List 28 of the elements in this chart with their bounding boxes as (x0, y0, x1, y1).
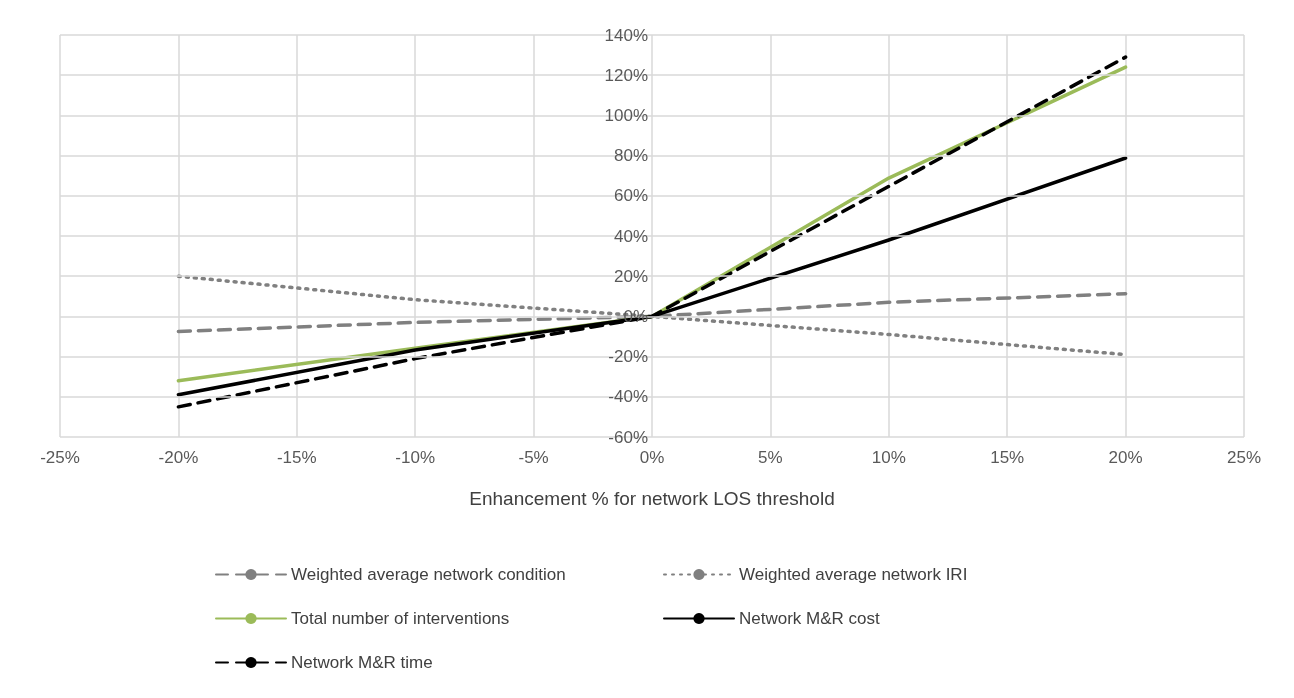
legend-label: Weighted average network IRI (739, 565, 968, 584)
x-tick-label: -10% (395, 448, 436, 467)
x-tick-label: 0% (639, 448, 665, 467)
legend-label: Total number of interventions (291, 609, 510, 628)
y-tick-label: 140% (604, 25, 648, 45)
y-tick-label: 80% (613, 146, 648, 166)
x-tick-label: 20% (1108, 448, 1143, 467)
x-tick-label: -15% (276, 448, 317, 467)
y-tick-label: 20% (613, 266, 648, 286)
y-tick-label: 100% (604, 105, 648, 125)
legend-label: Network M&R time (291, 653, 433, 672)
legend-label: Weighted average network condition (291, 565, 566, 584)
x-tick-label: 5% (758, 448, 783, 467)
x-tick-label: 25% (1226, 448, 1262, 467)
y-tick-label: 60% (613, 186, 648, 206)
legend-label: Network M&R cost (739, 609, 881, 628)
y-tick-label: -40% (608, 387, 648, 407)
x-axis-title: Enhancement % for network LOS threshold (469, 488, 835, 509)
y-tick-label: -20% (608, 347, 648, 367)
y-tick-label: 40% (613, 226, 648, 246)
x-tick-label: -25% (40, 448, 80, 467)
x-tick-label: -20% (158, 448, 199, 467)
x-tick-label: 10% (871, 448, 906, 467)
y-tick-label: -60% (608, 427, 648, 447)
y-tick-label: 0% (623, 306, 648, 326)
x-tick-label: 15% (990, 448, 1025, 467)
x-tick-label: -5% (518, 448, 549, 467)
y-tick-label: 120% (604, 65, 648, 85)
